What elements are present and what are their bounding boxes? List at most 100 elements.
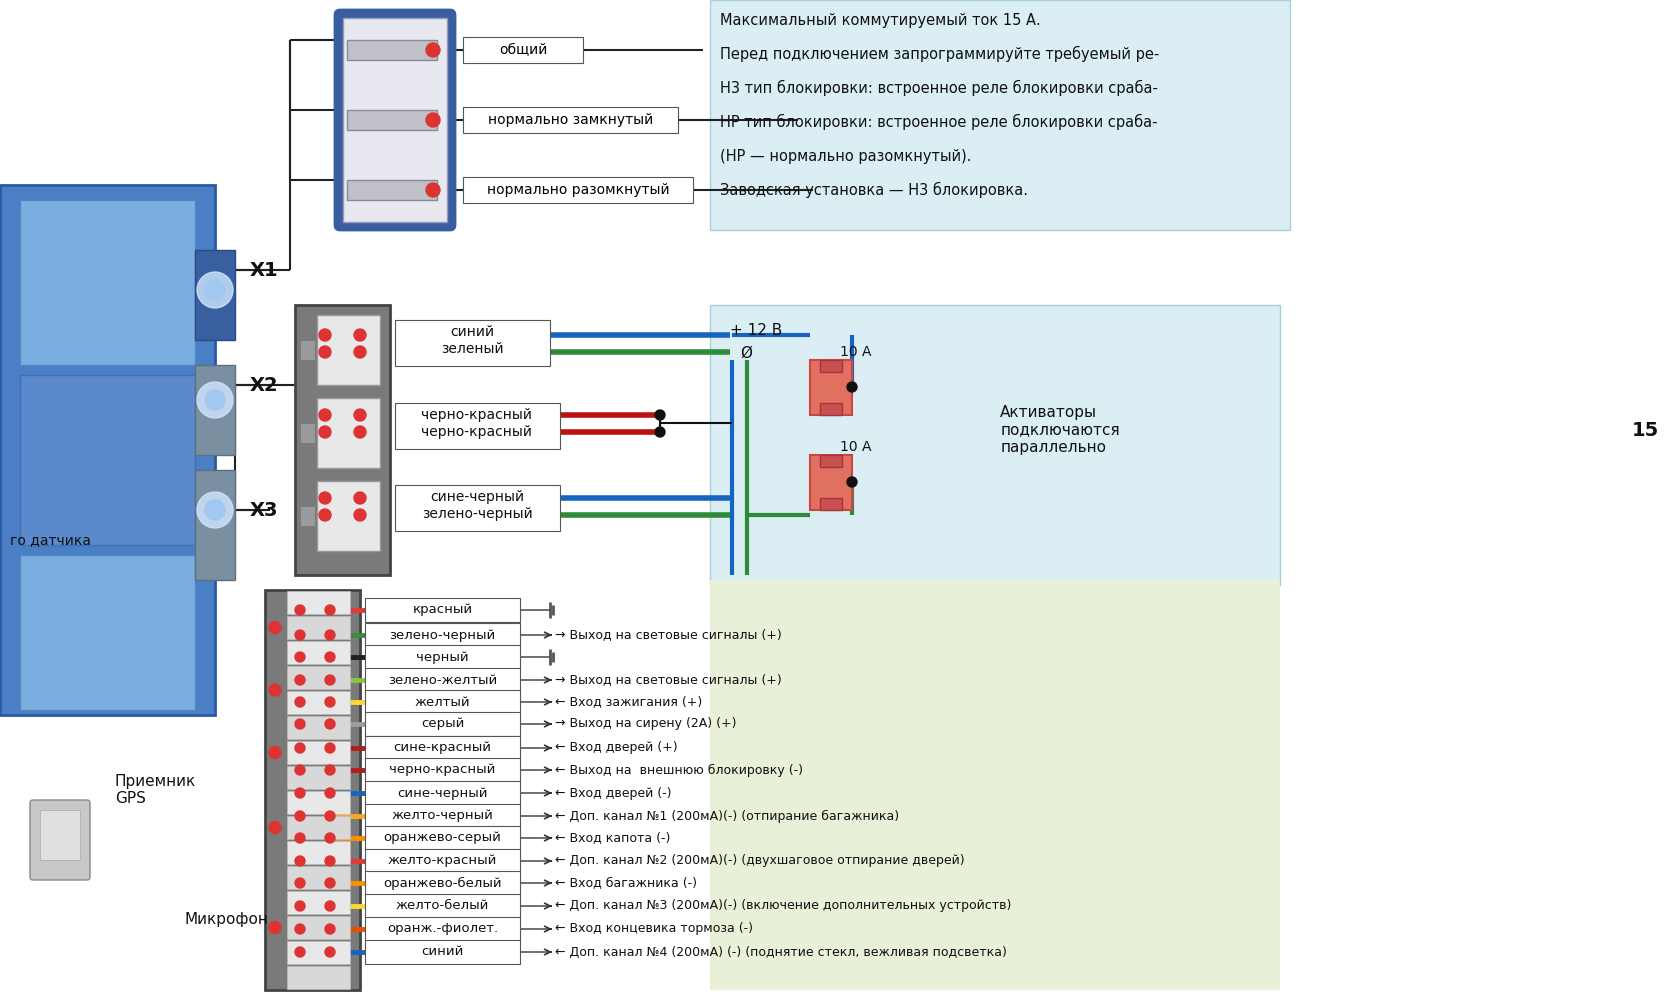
Text: 10 А: 10 А: [840, 440, 870, 454]
Bar: [20, 555, 195, 710]
Text: серый: серый: [420, 717, 464, 730]
Bar: [820, 403, 842, 415]
Bar: [343, 18, 447, 222]
Bar: [287, 741, 349, 764]
Bar: [287, 941, 349, 964]
Bar: [365, 894, 519, 918]
Circle shape: [319, 426, 331, 438]
Bar: [20, 375, 195, 545]
Bar: [365, 804, 519, 828]
Bar: [365, 849, 519, 873]
Circle shape: [294, 901, 304, 911]
Circle shape: [324, 743, 334, 753]
Text: ← Вход багажника (-): ← Вход багажника (-): [554, 876, 697, 889]
Circle shape: [205, 500, 225, 520]
Circle shape: [354, 346, 366, 358]
Bar: [287, 866, 349, 889]
Bar: [820, 455, 842, 467]
Text: оранж.-фиолет.: оранж.-фиолет.: [386, 923, 497, 936]
Text: ← Вход дверей (-): ← Вход дверей (-): [554, 787, 670, 800]
Text: оранжево-серый: оранжево-серый: [383, 832, 501, 844]
Text: красный: красный: [412, 604, 472, 617]
Text: Перед подключением запрограммируйте требуемый ре-: Перед подключением запрограммируйте треб…: [719, 46, 1159, 62]
Bar: [318, 315, 380, 385]
Text: НР тип блокировки: встроенное реле блокировки сраба-: НР тип блокировки: встроенное реле блоки…: [719, 114, 1158, 130]
Text: ← Вход капота (-): ← Вход капота (-): [554, 832, 670, 844]
Circle shape: [197, 492, 234, 528]
FancyBboxPatch shape: [334, 10, 455, 230]
Circle shape: [354, 329, 366, 341]
Circle shape: [319, 346, 331, 358]
Circle shape: [319, 329, 331, 341]
Bar: [365, 668, 519, 692]
Circle shape: [269, 746, 281, 759]
Circle shape: [324, 719, 334, 729]
Text: ← Вход зажигания (+): ← Вход зажигания (+): [554, 695, 702, 708]
Text: Приемник
GPS: Приемник GPS: [114, 774, 197, 806]
Bar: [365, 758, 519, 782]
Circle shape: [324, 901, 334, 911]
Text: → Выход на световые сигналы (+): → Выход на световые сигналы (+): [554, 673, 781, 686]
Text: общий: общий: [499, 43, 548, 57]
Circle shape: [354, 509, 366, 521]
Bar: [299, 340, 314, 360]
Bar: [287, 816, 349, 839]
Circle shape: [324, 788, 334, 798]
Circle shape: [319, 409, 331, 421]
Circle shape: [324, 697, 334, 707]
Circle shape: [425, 113, 440, 127]
Bar: [395, 485, 559, 531]
Text: желто-черный: желто-черный: [391, 810, 494, 823]
Text: X2: X2: [250, 375, 279, 394]
Circle shape: [324, 947, 334, 957]
Bar: [299, 506, 314, 526]
Bar: [287, 791, 349, 814]
Bar: [462, 37, 583, 63]
Circle shape: [324, 675, 334, 685]
Text: ← Доп. канал №1 (200мА)(-) (отпирание багажника): ← Доп. канал №1 (200мА)(-) (отпирание ба…: [554, 810, 899, 823]
Circle shape: [324, 811, 334, 821]
Circle shape: [324, 652, 334, 662]
Circle shape: [319, 509, 331, 521]
Circle shape: [847, 382, 857, 392]
Circle shape: [294, 924, 304, 934]
Bar: [195, 470, 235, 580]
Circle shape: [294, 788, 304, 798]
Bar: [709, 580, 1278, 990]
Bar: [287, 891, 349, 914]
Text: → Выход на сирену (2А) (+): → Выход на сирену (2А) (+): [554, 717, 736, 730]
Circle shape: [294, 833, 304, 843]
Text: Заводская установка — Н3 блокировка.: Заводская установка — Н3 блокировка.: [719, 182, 1028, 198]
Bar: [462, 177, 692, 203]
Text: ← Доп. канал №2 (200мА)(-) (двухшаговое отпирание дверей): ← Доп. канал №2 (200мА)(-) (двухшаговое …: [554, 854, 964, 867]
Bar: [287, 666, 349, 689]
Text: Максимальный коммутируемый ток 15 А.: Максимальный коммутируемый ток 15 А.: [719, 12, 1040, 27]
Bar: [287, 916, 349, 939]
Bar: [365, 917, 519, 941]
Bar: [365, 781, 519, 805]
Text: ← Вход дверей (+): ← Вход дверей (+): [554, 741, 677, 754]
Circle shape: [324, 856, 334, 866]
Circle shape: [294, 947, 304, 957]
Text: 10 А: 10 А: [840, 345, 870, 359]
Text: нормально замкнутый: нормально замкнутый: [487, 113, 654, 127]
Circle shape: [319, 492, 331, 504]
Bar: [462, 107, 677, 133]
Bar: [318, 481, 380, 551]
Text: сине-черный: сине-черный: [430, 490, 524, 504]
Bar: [40, 810, 81, 860]
Text: сине-черный: сине-черный: [396, 787, 487, 800]
Bar: [365, 712, 519, 736]
Bar: [294, 305, 390, 575]
Bar: [195, 365, 235, 455]
Bar: [318, 398, 380, 468]
Text: Н3 тип блокировки: встроенное реле блокировки сраба-: Н3 тип блокировки: встроенное реле блоки…: [719, 79, 1158, 97]
Text: ← Доп. канал №4 (200мА) (-) (поднятие стекл, вежливая подсветка): ← Доп. канал №4 (200мА) (-) (поднятие ст…: [554, 946, 1006, 959]
Bar: [395, 320, 549, 366]
Circle shape: [324, 924, 334, 934]
Bar: [287, 966, 349, 989]
Text: Микрофон: Микрофон: [185, 912, 269, 928]
Text: X1: X1: [250, 261, 279, 280]
Bar: [365, 598, 519, 622]
Circle shape: [294, 719, 304, 729]
